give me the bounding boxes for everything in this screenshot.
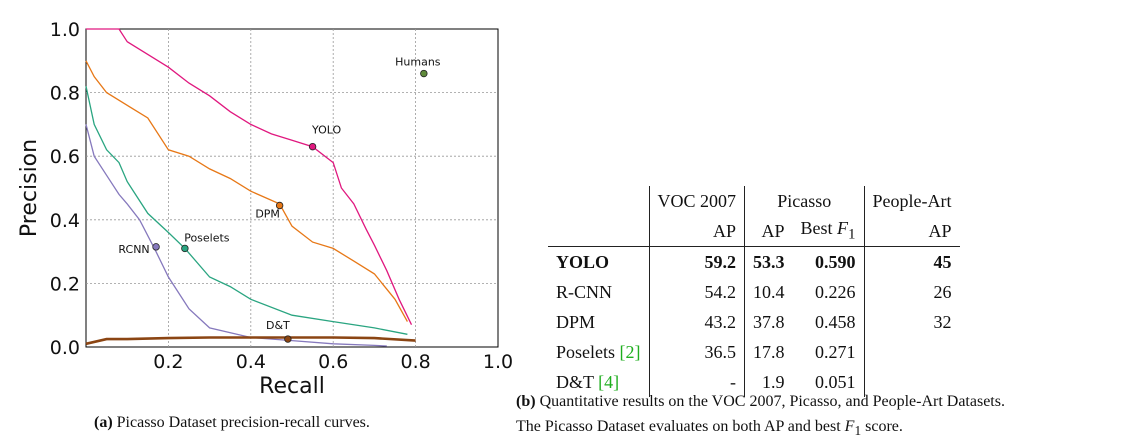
method-cell: Poselets [2] xyxy=(548,337,649,367)
y-tick-label: 1.0 xyxy=(50,19,80,41)
header-best-f1-prefix: Best xyxy=(800,218,838,239)
point-marker xyxy=(152,243,160,251)
point-marker xyxy=(420,69,428,78)
people-art-ap-cell: 32 xyxy=(863,307,960,337)
curves xyxy=(85,28,416,347)
method-name: Poselets xyxy=(556,341,620,362)
picasso-ap-cell: 10.4 xyxy=(744,277,793,307)
point-label: Humans xyxy=(395,56,441,69)
picasso-ap-cell: 53.3 xyxy=(744,246,793,277)
picasso-ap-cell: 1.9 xyxy=(744,367,793,397)
x-tick-label: 0.8 xyxy=(400,351,430,373)
people-art-ap-cell xyxy=(863,367,960,397)
method-name: R-CNN xyxy=(556,281,613,302)
caption-b: (b) Quantitative results on the VOC 2007… xyxy=(516,389,1005,443)
point-marker xyxy=(275,201,284,210)
header-ap-people-art: AP xyxy=(863,216,960,247)
y-axis-label: Precision xyxy=(17,139,42,237)
plot-area xyxy=(85,28,499,348)
caption-b-text1: Quantitative results on the VOC 2007, Pi… xyxy=(535,393,1005,410)
caption-a: (a) Picasso Dataset precision-recall cur… xyxy=(94,414,370,432)
method-cell: R-CNN xyxy=(548,277,649,307)
picasso-f1-cell: 0.051 xyxy=(815,371,856,392)
voc-ap-cell: 36.5 xyxy=(648,337,745,367)
citation-link[interactable]: [4] xyxy=(598,371,620,392)
point-marker xyxy=(308,142,317,151)
y-tick-label: 0.6 xyxy=(50,146,80,168)
x-axis-label: Recall xyxy=(259,374,325,399)
series-line-rcnn xyxy=(85,124,387,347)
x-tick-label: 1.0 xyxy=(483,351,513,373)
header-best-f1-var: F xyxy=(837,218,849,239)
voc-ap-cell: 43.2 xyxy=(648,307,745,337)
series-line-yolo xyxy=(86,28,413,325)
voc-ap-cell: - xyxy=(648,367,745,397)
x-tick-label: 0.2 xyxy=(153,351,183,373)
method-name: D&T xyxy=(556,371,599,392)
picasso-f1-cell: 0.271 xyxy=(815,341,856,362)
voc-ap-cell: 54.2 xyxy=(648,277,745,307)
picasso-f1-cell: 0.458 xyxy=(815,311,856,332)
people-art-ap-cell xyxy=(863,337,960,367)
picasso-f1-cell: 0.590 xyxy=(815,251,856,272)
header-ap-voc: AP xyxy=(648,216,745,247)
method-name: YOLO xyxy=(556,251,610,272)
header-people-art: People-Art xyxy=(863,186,960,216)
caption-b-line2: The Picasso Dataset evaluates on both AP… xyxy=(516,414,1005,443)
x-tick-label: 0.4 xyxy=(236,351,266,373)
picasso-ap-cell: 17.8 xyxy=(744,337,793,367)
caption-b-line1: (b) Quantitative results on the VOC 2007… xyxy=(516,389,1005,414)
caption-b-tag: (b) xyxy=(516,393,536,410)
caption-b-line2-var: F xyxy=(844,418,855,435)
picasso-ap-cell: 37.8 xyxy=(744,307,793,337)
y-tick-label: 0.2 xyxy=(50,273,80,295)
x-tick-label: 0.6 xyxy=(318,351,348,373)
caption-a-text: Picasso Dataset precision-recall curves. xyxy=(112,414,370,431)
point-marker xyxy=(181,244,189,253)
header-row-1: VOC 2007 Picasso People-Art xyxy=(548,186,960,216)
method-cell: D&T [4] xyxy=(548,367,649,397)
header-ap-picasso: AP xyxy=(744,216,793,247)
header-row-2: AP AP Best F1 AP xyxy=(548,216,960,247)
method-name: DPM xyxy=(556,311,596,332)
header-best-f1: Best F1 xyxy=(792,216,865,247)
table-row: D&T [4] -1.9 0.051 xyxy=(548,367,960,397)
caption-b-line2-suffix: score. xyxy=(861,418,903,435)
header-voc: VOC 2007 xyxy=(648,186,745,216)
people-art-ap-cell: 45 xyxy=(863,246,960,277)
table-row: DPM 43.2 37.8 0.458 32 xyxy=(548,307,960,337)
citation-link[interactable]: [2] xyxy=(619,341,641,362)
y-tick-label: 0.0 xyxy=(50,337,80,359)
header-best-f1-sub: 1 xyxy=(848,226,856,243)
point-label: YOLO xyxy=(311,124,342,137)
header-picasso: Picasso xyxy=(744,186,865,216)
point-label: DPM xyxy=(255,207,280,220)
point-label: RCNN xyxy=(118,243,149,256)
voc-ap-cell: 59.2 xyxy=(648,246,745,277)
point-label: D&T xyxy=(266,319,290,332)
markers: Humans YOLO DPM Poselets RCNN D&T xyxy=(118,56,441,343)
series-line-dpm xyxy=(85,60,408,322)
table-row: R-CNN 54.2 10.4 0.226 26 xyxy=(548,277,960,307)
caption-a-tag: (a) xyxy=(94,414,113,431)
method-cell: YOLO xyxy=(548,247,649,278)
method-cell: DPM xyxy=(548,307,649,337)
table-row: YOLO 59.2 53.3 0.590 45 xyxy=(548,246,960,278)
table-row: Poselets [2] 36.5 17.8 0.271 xyxy=(548,337,960,367)
people-art-ap-cell: 26 xyxy=(863,277,960,307)
picasso-f1-cell: 0.226 xyxy=(815,281,856,302)
caption-b-line2-sub: 1 xyxy=(854,423,862,439)
caption-b-line2-prefix: The Picasso Dataset evaluates on both AP… xyxy=(516,418,845,435)
point-marker xyxy=(284,335,292,343)
point-label: Poselets xyxy=(184,231,230,244)
series-line-dt xyxy=(85,336,416,346)
y-tick-label: 0.8 xyxy=(50,83,80,105)
results-table: VOC 2007 Picasso People-Art AP AP Best F… xyxy=(548,186,960,397)
table-body: YOLO 59.2 53.3 0.590 45 R-CNN 54.2 10.4 0.226 26 D… xyxy=(548,246,960,397)
ticks: 0.2 0.4 0.6 0.8 1.0 0.0 0.2 0.4 0.6 0.8 1.0 xyxy=(50,19,513,373)
y-tick-label: 0.4 xyxy=(50,210,80,232)
